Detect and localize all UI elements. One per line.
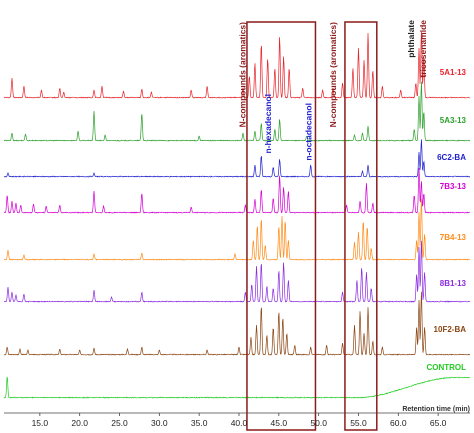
series-label-8b1-13: 8B1-13 [440, 279, 467, 288]
annotation-tricosenamide: tricosenamide [418, 20, 428, 78]
x-tick-label: 65.0 [430, 418, 447, 428]
trace-control [3, 376, 471, 399]
trace-5a3-13 [3, 81, 471, 142]
series-label-6c2-ba: 6C2-BA [437, 153, 466, 162]
x-tick-label: 35.0 [191, 418, 208, 428]
trace-8b1-13 [3, 240, 471, 303]
series-label-10f2-ba: 10F2-BA [434, 325, 467, 334]
trace-7b3-13 [3, 167, 471, 214]
highlight-region-1 [246, 21, 317, 431]
highlight-region-2 [344, 21, 378, 431]
highlight-regions [246, 21, 378, 431]
annotation-n-compounds-aromatics: N-compounds (aromatics) [328, 22, 338, 127]
x-tick-label: 45.0 [271, 418, 288, 428]
series-label-control: CONTROL [426, 363, 466, 372]
x-tick-label: 55.0 [350, 418, 367, 428]
trace-7b4-13 [3, 198, 471, 261]
x-tick-label: 25.0 [111, 418, 128, 428]
x-tick-label: 60.0 [390, 418, 407, 428]
x-tick-label: 50.0 [310, 418, 327, 428]
annotation-phthalate: phthalate [406, 20, 416, 58]
series-labels: 5A1-13 5A3-13 6C2-BA 7B3-13 7B4-13 8B1-13 10F2… [426, 68, 466, 372]
x-tick-label: 20.0 [71, 418, 88, 428]
annotation-labels: N-compounds (aromatics) n-hexadecanol n-oc… [237, 20, 428, 161]
trace-group [3, 30, 471, 399]
annotation-n-hexadecanol: n-hexadecanol [263, 94, 273, 154]
series-label-7b3-13: 7B3-13 [440, 182, 467, 191]
trace-10f2-ba [3, 291, 471, 356]
annotation-n-compounds-aromatics: N-compounds (aromatics) [237, 22, 247, 127]
x-axis: 15.0 20.0 25.0 30.0 35.0 40.0 45.0 50.0 55.0 60.0… [4, 412, 470, 428]
x-tick-label: 40.0 [231, 418, 248, 428]
x-tick-label: 15.0 [32, 418, 49, 428]
annotation-n-octadecanol: n-octadecanol [303, 103, 313, 161]
trace-6c2-ba [3, 139, 471, 178]
x-axis-title: Retention time (min) [402, 406, 470, 413]
series-label-5a1-13: 5A1-13 [440, 68, 467, 77]
trace-5a1-13 [3, 30, 471, 99]
series-label-7b4-13: 7B4-13 [440, 233, 467, 242]
x-tick-label: 30.0 [151, 418, 168, 428]
series-label-5a3-13: 5A3-13 [440, 116, 467, 125]
